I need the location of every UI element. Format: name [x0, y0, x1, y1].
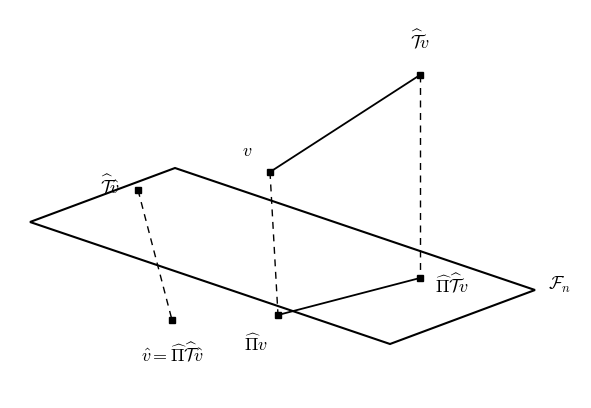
Text: $\widehat{\Pi}v$: $\widehat{\Pi}v$ [244, 334, 268, 355]
Text: $\widehat{\Pi}\widehat{\mathcal{T}}v$: $\widehat{\Pi}\widehat{\mathcal{T}}v$ [435, 272, 469, 296]
Text: $\mathcal{F}_n$: $\mathcal{F}_n$ [548, 275, 571, 295]
Text: $v$: $v$ [242, 142, 252, 160]
Polygon shape [30, 168, 535, 344]
Text: $\widehat{\mathcal{T}}v$: $\widehat{\mathcal{T}}v$ [410, 28, 430, 52]
Text: $\hat{v} = \widehat{\Pi}\widehat{\mathcal{T}}\hat{v}$: $\hat{v} = \widehat{\Pi}\widehat{\mathca… [141, 342, 203, 366]
Text: $\widehat{\mathcal{T}}\hat{v}$: $\widehat{\mathcal{T}}\hat{v}$ [100, 173, 120, 197]
